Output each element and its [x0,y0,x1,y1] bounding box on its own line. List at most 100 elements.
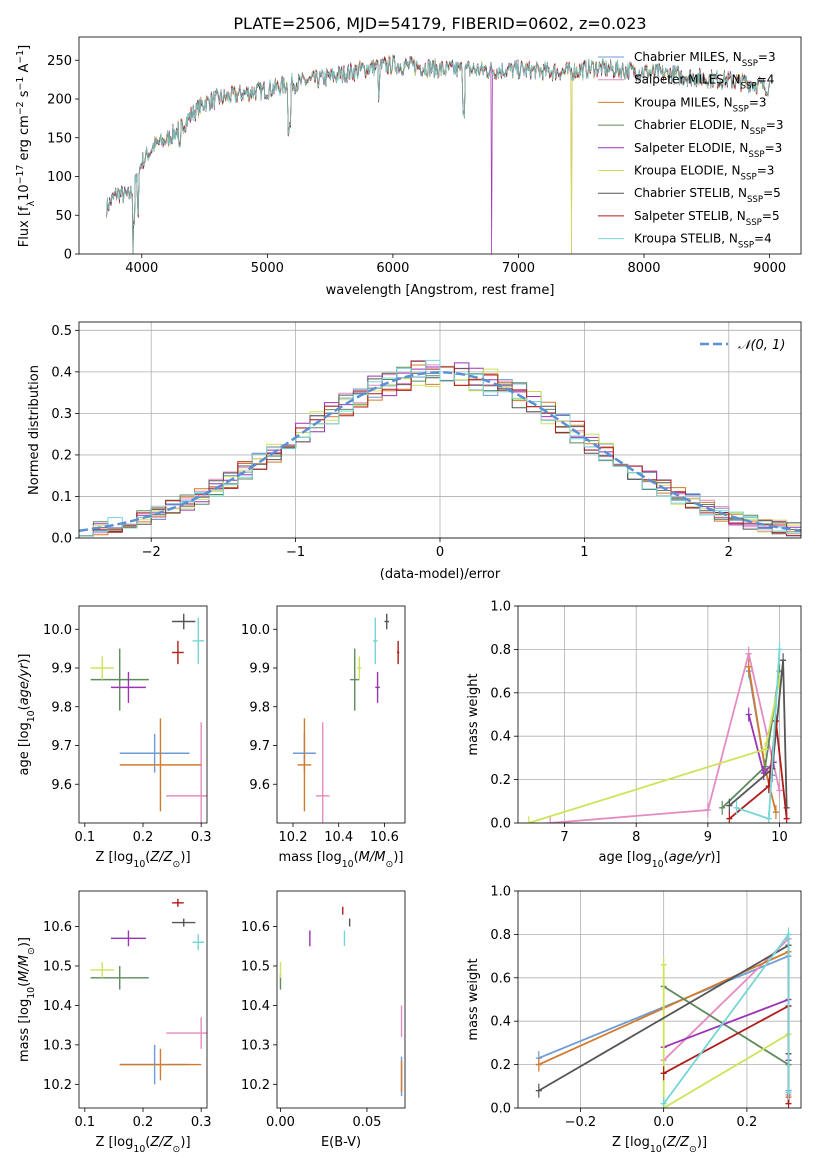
y-tick-label: 10.6 [241,920,270,935]
x-tick-label: 8000 [627,261,660,276]
ticks: 10.2 10.4 10.6 9.6 9.7 9.8 9.9 10.0 [241,623,399,845]
chart-age-vs-Z: 0.1 0.2 0.3 9.6 9.7 9.8 9.9 10.0 Z [log10(Z/Z⊙)]… [17,605,212,870]
ticks: 0.00 0.05 10.2 10.3 10.4 10.5 10.6 [241,920,381,1130]
chart-spectrum: 4000 5000 6000 7000 8000 9000 0 50 100 150 200 250 C… [15,36,802,298]
legend-label: Chabrier ELODIE, NSSP=3 [634,118,783,137]
y-tick-label: 10.0 [241,623,270,638]
chart-mass-vs-ebv: 0.00 0.05 10.2 10.3 10.4 10.5 10.6 E(B-V) [241,890,406,1150]
y-tick-label: 9.8 [51,700,72,715]
y-tick-label: 0.5 [51,324,72,339]
y-tick-label: 10.2 [43,1078,72,1093]
y-tick-label: 50 [55,209,72,224]
legend-label: Chabrier STELIB, NSSP=5 [634,186,781,205]
x-tick-label: 10.2 [279,830,308,845]
y-tick-label: 9.7 [51,739,72,754]
axes-frame [78,36,802,255]
legend: Chabrier MILES, NSSP=3 Salpeter MILES, NS… [598,50,783,251]
axes-frame [517,605,802,824]
y-tick-label: 10.3 [241,1038,270,1053]
x-axis-label: mass [log10(M/M⊙)] [279,850,404,870]
y-tick-label: 9.9 [51,662,72,677]
x-tick-label: 8 [632,830,640,845]
y-tick-label: 1.0 [490,600,511,615]
ticks: −2 −1 0 1 2 0.0 0.1 0.2 0.3 0.4 0.5 [51,324,733,560]
x-tick-label: 10.4 [324,830,353,845]
y-axis-label: mass [log10(M/M⊙)] [17,937,37,1062]
weight-line [528,679,781,823]
x-tick-label: 0.2 [133,1115,154,1130]
chart-weight-vs-Z: −0.2 0.0 0.2 0.0 0.2 0.4 0.6 0.8 1.0 Z [log10(Z/Z… [466,885,802,1155]
axes-frame [78,890,208,1109]
legend-label: Salpeter ELODIE, NSSP=3 [634,141,782,160]
chart-age-vs-mass: 10.2 10.4 10.6 9.6 9.7 9.8 9.9 10.0 mass [log10(… [241,605,406,870]
chart-weight-vs-age: 7 8 9 10 0.0 0.2 0.4 0.6 0.8 1.0 age [log10(age/yr… [466,600,802,870]
y-tick-label: 0.6 [490,971,511,986]
legend: 𝒩(0, 1) [700,338,785,353]
y-tick-label: 0.0 [490,817,511,832]
weight-line [747,666,777,813]
x-tick-label: 0.00 [266,1115,295,1130]
x-tick-label: −0.2 [565,1115,597,1130]
x-tick-label: 10 [771,830,788,845]
x-tick-label: 1 [580,545,588,560]
y-tick-label: 10.4 [43,999,72,1014]
y-tick-label: 10.4 [241,999,270,1014]
ticks: 7 8 9 10 0.0 0.2 0.4 0.6 0.8 1.0 [490,600,787,846]
legend-label: Chabrier MILES, NSSP=3 [634,50,776,69]
y-tick-label: 10.2 [241,1078,270,1093]
y-tick-label: 9.6 [51,778,72,793]
y-tick-label: 0.8 [490,928,511,943]
x-tick-label: 9000 [753,261,786,276]
plot-area [79,359,801,537]
x-tick-label: 0.2 [737,1115,758,1130]
y-tick-label: 0.3 [51,407,72,422]
x-tick-label: 0.0 [653,1115,674,1130]
axes-frame [276,605,406,824]
ticks: −0.2 0.0 0.2 0.0 0.2 0.4 0.6 0.8 1.0 [490,885,757,1131]
plot-area [90,613,207,823]
ticks: 0.1 0.2 0.3 10.2 10.3 10.4 10.5 10.6 [43,920,211,1130]
grid-lines [518,605,801,824]
histogram-steps [79,359,801,537]
y-tick-label: 100 [47,170,72,185]
plot-area [90,898,207,1085]
x-tick-label: 0.05 [352,1115,381,1130]
legend-label: Kroupa MILES, NSSP=3 [634,95,767,114]
y-tick-label: 1.0 [490,885,511,900]
weight-line [550,653,781,823]
x-tick-label: 2 [725,545,733,560]
y-tick-label: 200 [47,93,72,108]
weight-line [663,998,790,1061]
x-axis-label: Z [log10(Z/Z⊙)] [95,1135,190,1155]
page-title: PLATE=2506, MJD=54179, FIBERID=0602, z=0… [233,14,646,33]
axes-frame [517,890,802,1109]
x-tick-label: 0.1 [74,1115,95,1130]
y-tick-label: 10.5 [241,959,270,974]
y-tick-label: 9.9 [249,662,270,677]
y-tick-label: 10.0 [43,623,72,638]
normal-curve [79,371,801,532]
plot-area [293,613,400,823]
y-tick-label: 0 [64,248,72,263]
plot-area [106,54,770,254]
weight-line [662,931,790,1105]
y-tick-label: 0.4 [490,1015,511,1030]
y-tick-label: 0.2 [51,448,72,463]
weight-line [663,1004,790,1104]
x-tick-label: 0.2 [133,830,154,845]
weight-line [663,985,789,1066]
legend-label: Kroupa STELIB, NSSP=4 [634,232,772,251]
x-tick-label: 0.3 [191,1115,212,1130]
spectrum-line [106,54,770,228]
y-tick-label: 10.3 [43,1038,72,1053]
y-tick-label: 10.5 [43,959,72,974]
x-tick-label: 0.1 [74,830,95,845]
ticks: 0.1 0.2 0.3 9.6 9.7 9.8 9.9 10.0 [43,623,211,845]
weight-line [728,720,788,820]
x-tick-label: 6000 [376,261,409,276]
y-tick-label: 0.1 [51,490,72,505]
ticks: 4000 5000 6000 7000 8000 9000 0 50 100 150 200 250 [47,54,786,276]
x-tick-label: −1 [286,545,305,560]
y-tick-label: 9.8 [249,700,270,715]
y-tick-label: 0.0 [490,1102,511,1117]
